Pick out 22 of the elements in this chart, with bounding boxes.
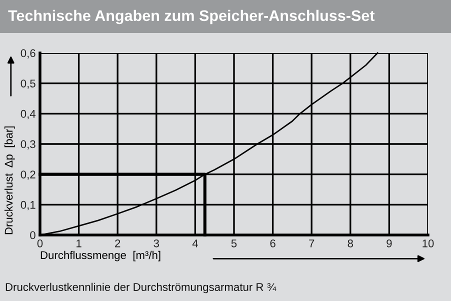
x-tick-label: 1 — [76, 240, 82, 248]
x-tick-label: 4 — [192, 240, 198, 248]
x-tick-label: 9 — [386, 239, 392, 248]
x-tick-label: 10 — [422, 239, 434, 248]
y-tick-label: 0,2 — [20, 170, 36, 180]
y-axis-title: Druckverlust Δp [bar] — [4, 126, 15, 234]
y-tick-label: 0,5 — [20, 80, 36, 89]
chart-title: Technische Angaben zum Speicher-Anschluss-Set — [8, 10, 375, 24]
x-tick-label: 7 — [309, 240, 314, 248]
y-tick-label: 0 — [30, 231, 36, 240]
x-tick-label: 0 — [37, 239, 43, 248]
x-axis-title: Durchflussmenge [m³/h] — [40, 250, 160, 262]
y-tick-label: 0,3 — [20, 140, 36, 150]
text: Druckverlustkennlinie der Durchströmungsarmatur R ¾ — [6, 282, 276, 294]
y-tick-label: 0,4 — [20, 110, 36, 120]
y-tick-label: 0,1 — [20, 200, 36, 210]
x-tick-label: 3 — [154, 239, 159, 248]
x-tick-label: 8 — [348, 239, 354, 248]
x-tick-label: 2 — [115, 239, 120, 248]
y-tick-label: 0,6 — [20, 49, 36, 58]
x-tick-label: 5 — [231, 240, 237, 248]
x-tick-label: 6 — [270, 239, 276, 248]
